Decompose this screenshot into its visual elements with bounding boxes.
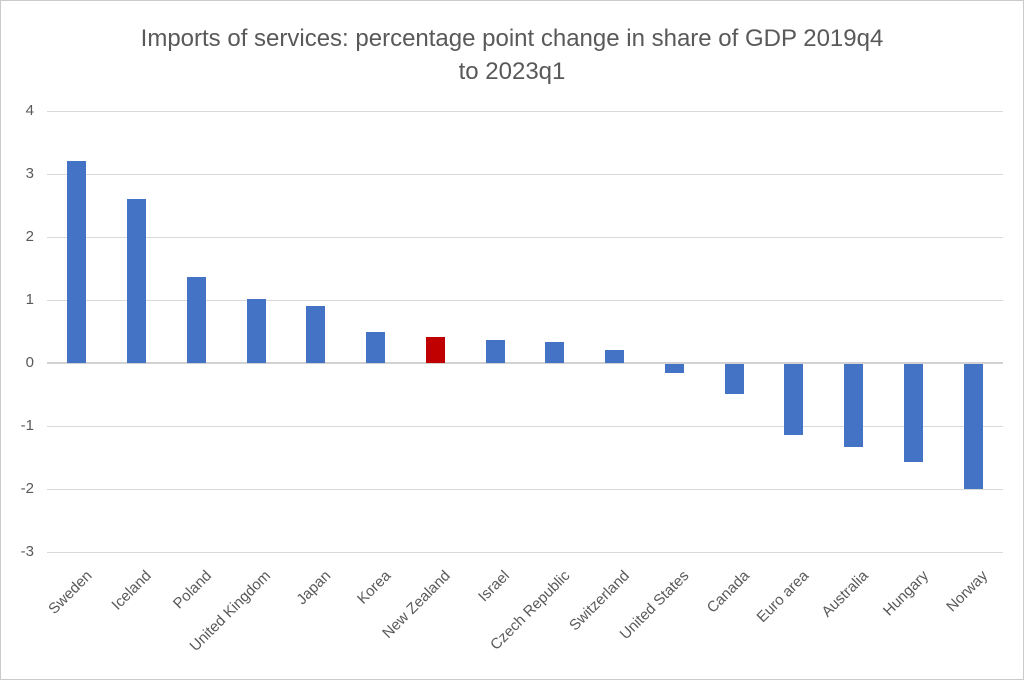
bar-japan (306, 306, 326, 363)
y-axis-tick-label--1: -1 (20, 417, 34, 434)
gridline-3 (47, 174, 1003, 175)
x-axis-label-korea: Korea (353, 567, 394, 608)
bar-united-kingdom (246, 298, 266, 363)
bar-iceland (127, 199, 147, 363)
gridline-1 (47, 300, 1003, 301)
y-axis-tick-label-4: 4 (25, 102, 34, 119)
x-axis-label-poland: Poland (169, 567, 215, 613)
x-axis-label-euro-area: Euro area (753, 567, 813, 626)
y-axis-tick-label-0: 0 (25, 354, 34, 371)
x-axis-label-australia: Australia (818, 567, 872, 621)
bar-united-states (664, 364, 684, 373)
x-axis-label-canada: Canada (703, 567, 753, 617)
y-axis-tick-label--2: -2 (20, 480, 34, 497)
x-axis-zero-line (47, 362, 1003, 364)
x-axis-label-japan: Japan (293, 567, 335, 609)
x-axis-label-norway: Norway (943, 567, 992, 616)
bar-norway (963, 364, 983, 489)
chart-title-line-2: to 2023q1 (458, 58, 566, 85)
gridline--2 (47, 489, 1003, 490)
bar-switzerland (605, 349, 625, 363)
bar-new-zealand (425, 337, 445, 363)
bar-canada (724, 364, 744, 394)
y-axis-tick-label-3: 3 (25, 165, 34, 182)
bar-poland (186, 276, 206, 363)
x-axis-label-israel: Israel (475, 567, 514, 606)
chart-title-line-1: Imports of services: percentage point ch… (140, 25, 884, 52)
y-axis-tick-label-1: 1 (25, 291, 34, 308)
x-axis-label-sweden: Sweden (44, 567, 96, 618)
bar-israel (485, 340, 505, 363)
bar-euro-area (784, 364, 804, 435)
gridline--1 (47, 426, 1003, 427)
gridline-2 (47, 237, 1003, 238)
x-axis-label-iceland: Iceland (108, 567, 155, 614)
bar-sweden (67, 161, 87, 363)
x-axis-label-hungary: Hungary (879, 567, 932, 620)
gridline-4 (47, 111, 1003, 112)
bar-korea (366, 331, 386, 363)
chart-title: Imports of services: percentage point ch… (1, 22, 1023, 88)
y-axis-tick-label-2: 2 (25, 228, 34, 245)
y-axis-tick-label--3: -3 (20, 543, 34, 560)
bar-australia (844, 364, 864, 447)
bar-czech-republic (545, 341, 565, 363)
bar-hungary (903, 364, 923, 462)
gridline--3 (47, 552, 1003, 553)
